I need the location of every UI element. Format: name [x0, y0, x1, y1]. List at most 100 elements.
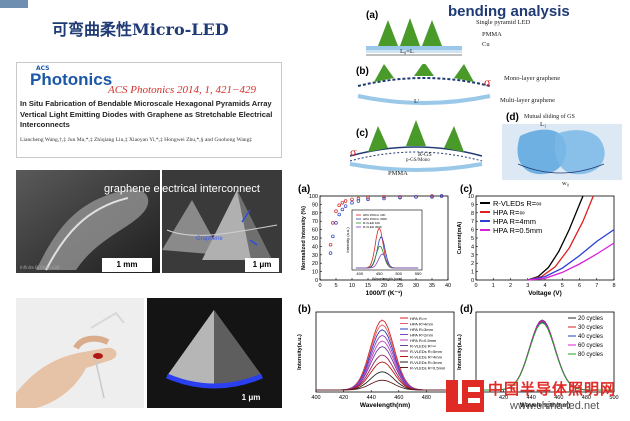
chart-a-point-hpa: [340, 200, 345, 205]
chart-c-ylabel: Current(mA): [457, 222, 463, 255]
chart-d-frame: [475, 311, 615, 393]
chart-b-xtick-label: 400: [311, 395, 320, 401]
chart-c-xtick-label: 2: [509, 283, 512, 289]
chart-c-ytick-label: 8: [471, 211, 474, 217]
chart-b-legend-label: R-VLEDs R=∞: [410, 344, 436, 349]
pmma-label: PMMA: [482, 31, 502, 38]
led-logo-icon: [446, 380, 484, 412]
chart-a-inset-line: [355, 253, 419, 269]
chart-a-inset-legend-label: HPA 150Cm 10K: [363, 213, 385, 217]
chart-d-legend-label: 60 cycles: [578, 343, 603, 349]
chart-c-xtick-label: 0: [474, 283, 477, 289]
graphene-label: Graphene: [196, 236, 223, 242]
chart-a-ytick-label: 50: [312, 236, 318, 242]
length-label: L₀=L: [400, 48, 414, 55]
page-title: 可弯曲柔性Micro-LED: [52, 20, 229, 39]
chart-a-ytick-label: 100: [309, 194, 318, 200]
bending-panel-c: (c): [356, 128, 369, 139]
w0-label: w₀: [562, 180, 569, 187]
diagram-multi-layer: [349, 120, 483, 172]
chart-a-xtick-label: 35: [429, 283, 435, 289]
chart-b-legend-label: R-VLEDs R=0.5mm: [410, 366, 446, 371]
chart-b-legend-label: R-VLEDs R=5mm: [410, 349, 443, 354]
chart-b-legend-label: HPA R=3mm: [410, 327, 434, 332]
chart-a-inset-xtick: 450: [376, 271, 383, 276]
chart-a-xtick-label: 25: [397, 283, 403, 289]
chart-a-point-hpa: [350, 197, 354, 202]
chart-a-point-rvled: [398, 195, 402, 200]
chart-a-point-rvled: [350, 200, 354, 205]
chart-a-xtick-label: 10: [349, 283, 355, 289]
chart-a-ytick-label: 30: [312, 253, 318, 259]
chart-a-ytick-label: 80: [312, 211, 318, 217]
chart-c-ytick-label: 9: [471, 202, 474, 208]
chart-a-ytick-label: 10: [312, 270, 318, 276]
chart-c-line: [527, 229, 615, 281]
journal-logo-small: ACS: [36, 65, 50, 72]
chart-b-ylabel: Intensity(a.u.): [297, 334, 303, 370]
chart-d-xtick-label: 440: [527, 395, 536, 401]
chart-a-point-rvled: [343, 204, 348, 208]
sigma-label-b: σ: [484, 78, 491, 89]
chart-a-point-rvled: [382, 196, 386, 201]
hand-graphic: [16, 298, 144, 408]
chart-d-xlabel: Wavelength(nm): [520, 402, 570, 409]
chart-d-xtick-label: 500: [609, 395, 618, 401]
photo-bent-led: [16, 298, 144, 408]
chart-a-inset-legend-label: R-VLED 300K: [363, 225, 382, 229]
reference-box: [16, 62, 282, 158]
chart-c-iv: 0 1 2 3 4 5 6 7 8 0 1 2 3 4 5 6 7 8 9 10 Voltage (V) Current(…: [457, 194, 616, 297]
chart-c-ytick-label: 7: [471, 219, 474, 225]
chart-c-label: (c): [460, 184, 473, 195]
cu-label: Cu: [482, 41, 490, 48]
chart-c-xtick-label: 3: [526, 283, 529, 289]
chart-a-temperature: 0 5 10 15 20 25 30 35 40010203040506070809010010…: [301, 194, 451, 297]
bending-panel-a: (a): [366, 10, 379, 21]
chart-a-point-hpa: [366, 195, 370, 200]
sem-pyramid-image: [147, 298, 282, 408]
chart-a-point-hpa: [382, 195, 386, 199]
diagram-sliding-gs: [502, 124, 622, 180]
brand-name: 中国半导体照明网: [488, 380, 617, 398]
chart-a-point-rvled: [334, 221, 338, 225]
l1-label: L₁: [540, 121, 547, 128]
chart-a-xtick-label: 40: [445, 283, 451, 289]
pyramid-scale-bar: 1 μm: [241, 393, 261, 402]
chart-d-legend-label: 40 cycles: [578, 334, 603, 340]
scale-bar-left: 1 mm: [102, 258, 152, 272]
chart-b-xlabel: Wavelength(nm): [360, 402, 410, 409]
chart-d-legend-label: 30 cycles: [578, 325, 603, 331]
sem-pyramids-graphic: [162, 170, 282, 273]
chart-a-xlabel: 1000/T (K⁻¹): [366, 290, 403, 297]
mutual-sliding-label: Mutual sliding of GS: [524, 114, 575, 120]
chart-a-xtick-label: 5: [334, 283, 337, 289]
chart-b-legend-label: HPA R=0.5mm: [410, 338, 437, 343]
bending-panel-d: (d): [506, 112, 519, 123]
chart-a-ytick-label: 70: [312, 219, 318, 225]
chart-a-point-rvled: [337, 212, 341, 217]
diagram-single-pyramid: [366, 18, 462, 56]
chart-b-label: (b): [298, 304, 311, 315]
chart-a-point-rvled: [439, 194, 444, 198]
chart-d-label: (d): [460, 304, 473, 315]
chart-a-ytick-label: 0: [315, 278, 318, 284]
chart-b-legend-label: HPA R=∞: [410, 316, 427, 321]
chart-a-inset-xlabel: Wavelength (nm): [372, 276, 403, 281]
chart-c-xtick-label: 8: [612, 283, 615, 289]
scale-bar-right: 1 μm: [245, 258, 279, 272]
pmma-c-label: PMMA: [388, 170, 408, 177]
svg-text:Infinite Bi 0mm x30: Infinite Bi 0mm x30: [20, 265, 60, 270]
chart-d-xtick-label: 460: [554, 395, 563, 401]
chart-c-ytick-label: 2: [471, 261, 474, 267]
chart-c-xtick-label: 5: [561, 283, 564, 289]
chart-b-xtick-label: 420: [339, 395, 348, 401]
chart-b-legend-label: R-VLEDs R=3mm: [410, 360, 443, 365]
chart-a-inset-frame: [351, 209, 423, 271]
chart-a-point-rvled: [366, 197, 370, 202]
chart-c-xlabel: Voltage (V): [528, 290, 561, 297]
chart-b-xtick-label: 440: [367, 395, 376, 401]
chart-b-spectra: 400420440460480500Wavelength(nm)Intensit…: [297, 311, 458, 409]
chart-a-xtick-label: 30: [413, 283, 419, 289]
chart-a-inset-xtick: 550: [415, 271, 422, 276]
chart-a-point-rvled: [340, 207, 345, 212]
